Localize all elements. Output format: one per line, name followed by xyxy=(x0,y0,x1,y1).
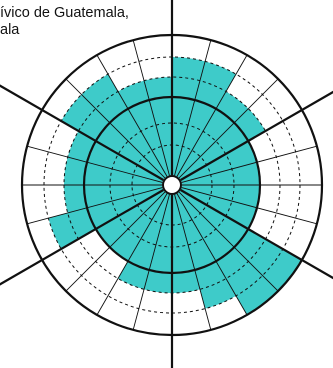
sub-spoke xyxy=(178,191,279,292)
wedge-fill xyxy=(181,185,260,208)
main-spoke xyxy=(180,189,333,280)
sub-spoke xyxy=(174,194,212,331)
wedge-fill xyxy=(172,57,206,176)
sub-spoke xyxy=(65,191,166,292)
main-spoke xyxy=(0,189,164,286)
wedge-fill xyxy=(118,80,170,177)
sub-spoke xyxy=(132,194,170,331)
sub-spoke xyxy=(96,54,168,177)
wedge-fill xyxy=(118,193,170,290)
wedge-fill xyxy=(179,108,266,180)
wedge-fill xyxy=(64,157,163,185)
sub-spoke xyxy=(174,39,212,176)
sub-spoke xyxy=(26,187,163,225)
main-spoke xyxy=(0,84,164,181)
sub-spoke xyxy=(176,193,248,316)
wedge-fill xyxy=(64,185,163,213)
sub-spoke xyxy=(176,54,248,177)
sub-spoke xyxy=(178,78,279,179)
wedge-fill xyxy=(144,77,172,176)
wedge-fill xyxy=(180,141,258,183)
sub-spoke xyxy=(26,145,163,183)
title-line-2: ala xyxy=(0,22,20,38)
wedge-fill xyxy=(61,94,165,180)
wedge-fill xyxy=(95,190,165,248)
wedge-fill xyxy=(174,61,236,177)
wedge-fill xyxy=(172,194,200,293)
wedge-fill xyxy=(180,187,258,229)
center-hub xyxy=(162,175,182,195)
sub-spoke xyxy=(181,145,318,183)
sub-spoke xyxy=(181,187,318,225)
sub-spoke xyxy=(132,39,170,176)
sub-spoke xyxy=(96,193,168,316)
wedge-fill xyxy=(48,187,164,249)
wedge-fill xyxy=(67,131,164,183)
sub-spoke xyxy=(65,78,166,179)
wedge-fill xyxy=(109,192,167,262)
wedge-fill xyxy=(144,194,172,293)
main-spoke xyxy=(180,90,333,181)
wedge-fill xyxy=(81,74,167,178)
title-line-1: ívico de Guatemala, xyxy=(0,5,129,21)
wedge-fill xyxy=(177,91,249,178)
wedge-fill xyxy=(174,193,236,309)
wedge-fill xyxy=(181,162,260,185)
